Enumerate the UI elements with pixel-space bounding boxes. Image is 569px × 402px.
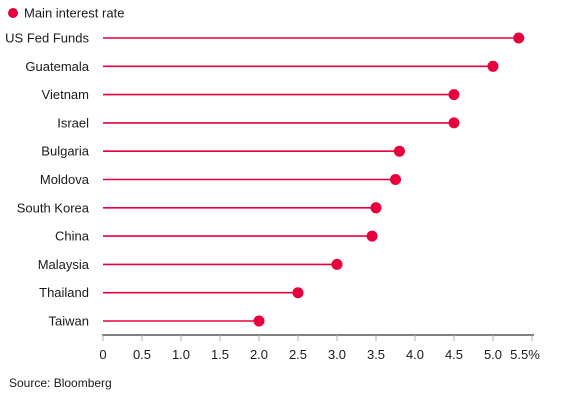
data-point	[253, 315, 265, 327]
data-points	[253, 32, 525, 327]
category-label: Israel	[57, 115, 89, 130]
data-point	[513, 32, 525, 44]
data-point	[292, 287, 304, 299]
source-note: Source: Bloomberg	[9, 376, 112, 390]
x-tick-label: 1.0	[172, 347, 190, 362]
data-point	[393, 145, 405, 157]
category-label: Thailand	[39, 285, 89, 300]
category-label: Moldova	[40, 172, 90, 187]
x-tick-label: 5.0	[484, 347, 502, 362]
x-tick-label: 0	[99, 347, 106, 362]
category-label: Taiwan	[49, 314, 89, 329]
category-label: Malaysia	[38, 257, 90, 272]
x-axis: 0 0.5 1.0 1.5 2.0 2.5 3.0 3.5 4.0 4.5 5.0 5.5%	[99, 334, 540, 362]
data-point	[487, 60, 499, 72]
category-labels: US Fed Funds Guatemala Vietnam Israel Bulgar…	[5, 31, 90, 329]
category-label: Bulgaria	[41, 144, 89, 159]
category-label: Guatemala	[25, 59, 89, 74]
data-point	[448, 117, 460, 129]
x-tick-label: 0.5	[133, 347, 151, 362]
data-point	[448, 89, 460, 101]
category-label: China	[55, 229, 90, 244]
x-tick-label: 3.0	[328, 347, 346, 362]
x-tick-label: 2.0	[250, 347, 268, 362]
data-point	[390, 174, 401, 185]
x-tick-label: 2.5	[289, 347, 307, 362]
data-point	[331, 258, 343, 270]
legend-label: Main interest rate	[24, 6, 124, 21]
category-label: Vietnam	[42, 87, 89, 102]
x-tick-label: 4.0	[406, 347, 424, 362]
x-tick-label: 4.5	[445, 347, 463, 362]
legend-marker	[8, 8, 18, 18]
x-tick-label: 5.5%	[510, 347, 540, 362]
category-label: US Fed Funds	[5, 31, 89, 46]
data-point	[366, 230, 378, 242]
data-point	[370, 202, 382, 214]
x-tick-label: 3.5	[367, 347, 385, 362]
category-label: South Korea	[17, 200, 90, 215]
x-tick-label: 1.5	[211, 347, 229, 362]
legend: Main interest rate	[8, 6, 124, 21]
stems	[103, 37, 519, 322]
